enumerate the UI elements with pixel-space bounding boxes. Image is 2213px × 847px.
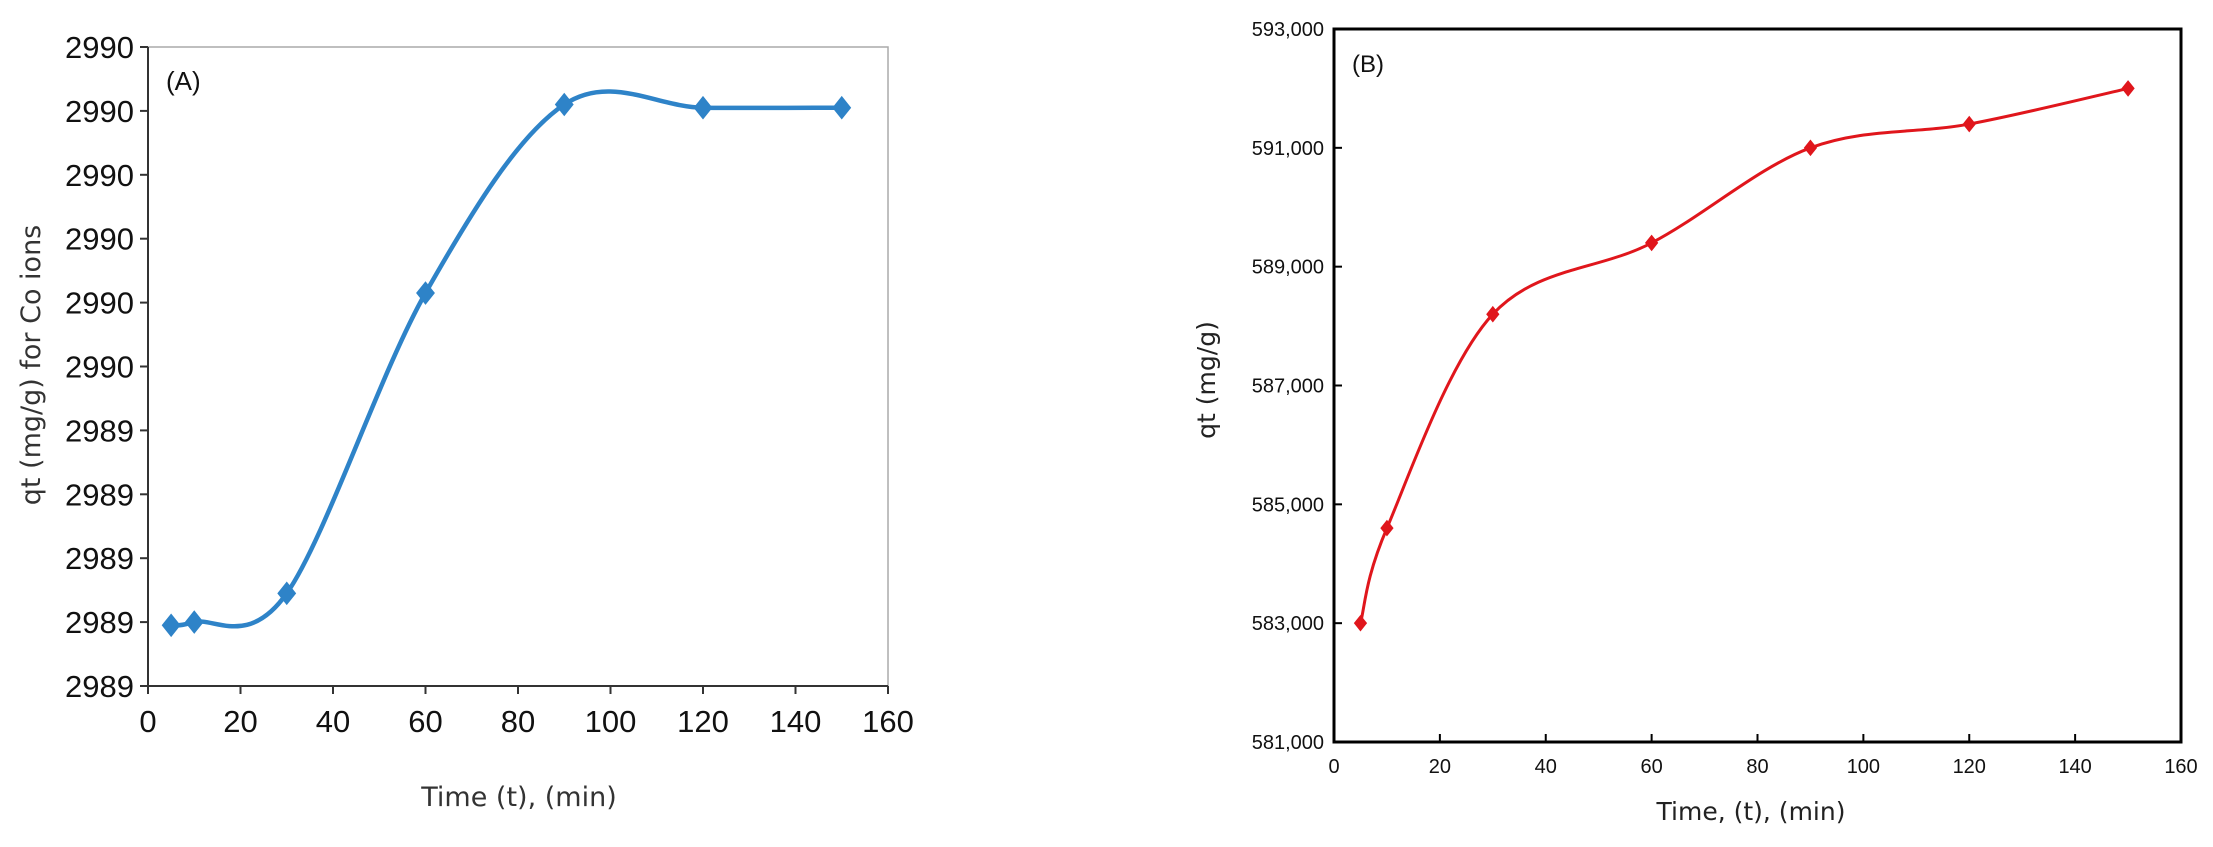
data-point-a xyxy=(184,610,204,634)
x-axis-label-a: Time (t), (min) xyxy=(420,782,616,813)
y-tick-label-a: 2989 xyxy=(65,413,134,448)
plot-area-a xyxy=(147,46,889,687)
x-tick-label-a: 0 xyxy=(139,704,156,739)
y-tick-label-a: 2989 xyxy=(65,477,134,512)
data-point-a xyxy=(416,281,435,305)
x-tick-label-b: 20 xyxy=(1429,756,1451,778)
x-tick-label-a: 60 xyxy=(408,704,442,739)
y-ticks-a: 2989 2989 2989 2989 2989 2990 2990 2990 2990 2990… xyxy=(65,30,148,704)
y-tick-label-b: 587,000 xyxy=(1252,376,1324,398)
x-ticks-a: 0 20 40 60 80 100 120 140 160 xyxy=(139,686,914,739)
data-point-b xyxy=(1380,519,1394,537)
data-point-a xyxy=(832,95,852,120)
y-tick-label-b: 581,000 xyxy=(1252,732,1324,754)
y-axis-label-a: qt (mg/g) for Co ions xyxy=(16,225,47,506)
data-point-b xyxy=(1803,139,1818,157)
y-tick-label-a: 2989 xyxy=(65,669,134,704)
x-tick-label-a: 160 xyxy=(862,704,914,739)
y-tick-label-a: 2990 xyxy=(65,350,134,385)
series-line-a xyxy=(170,89,842,629)
series-markers-b xyxy=(1353,80,2135,632)
y-tick-label-b: 591,000 xyxy=(1252,138,1324,160)
x-tick-label-a: 20 xyxy=(223,704,257,739)
y-tick-label-a: 2990 xyxy=(65,158,134,193)
x-tick-label-b: 100 xyxy=(1847,756,1880,778)
data-point-a xyxy=(277,581,297,606)
x-tick-label-b: 40 xyxy=(1535,756,1557,778)
data-point-b xyxy=(2121,80,2135,97)
x-tick-label-b: 0 xyxy=(1328,756,1339,778)
data-point-a xyxy=(554,92,574,117)
data-point-b xyxy=(1486,305,1500,323)
data-point-a xyxy=(161,613,181,638)
x-axis-label-b: Time, (t), (min) xyxy=(1656,797,1846,826)
x-tick-label-a: 120 xyxy=(677,704,729,739)
y-tick-label-a: 2990 xyxy=(65,286,134,321)
y-tick-label-a: 2990 xyxy=(65,30,134,65)
x-tick-label-a: 100 xyxy=(585,704,637,739)
x-tick-label-b: 140 xyxy=(2058,756,2091,778)
x-tick-label-a: 40 xyxy=(316,704,350,739)
x-tick-label-b: 80 xyxy=(1746,756,1768,778)
data-point-b xyxy=(1644,234,1659,252)
x-tick-label-b: 120 xyxy=(1953,756,1986,778)
chart-panel-a: 2989 2989 2989 2989 2989 2990 2990 2990 2990 2990… xyxy=(16,30,914,813)
y-ticks-b: 581,000 583,000 585,000 587,000 589,000 591,0… xyxy=(1252,19,1342,754)
y-tick-label-a: 2990 xyxy=(65,222,134,257)
y-axis-label-b: qt (mg/g) xyxy=(1192,321,1221,439)
panel-label-b: (B) xyxy=(1352,51,1384,78)
x-tick-label-b: 160 xyxy=(2164,756,2197,778)
data-point-b xyxy=(1353,614,1368,632)
y-tick-label-a: 2989 xyxy=(65,605,134,640)
y-tick-label-a: 2989 xyxy=(65,541,134,576)
y-tick-label-b: 583,000 xyxy=(1252,613,1324,635)
chart-panel-b: 581,000 583,000 585,000 587,000 589,000 591,0… xyxy=(1192,19,2198,826)
x-tick-label-b: 60 xyxy=(1641,756,1663,778)
series-markers-a xyxy=(161,92,852,638)
data-point-b xyxy=(1962,115,1976,133)
y-tick-label-b: 593,000 xyxy=(1252,19,1324,41)
data-point-a xyxy=(693,95,713,120)
panel-label-a: (A) xyxy=(166,66,201,96)
x-ticks-b: 0 20 40 60 80 100 120 140 160 xyxy=(1328,734,2198,778)
plot-area-b xyxy=(1332,27,2183,744)
series-line-b xyxy=(1359,86,2129,624)
x-tick-label-a: 140 xyxy=(770,704,822,739)
y-tick-label-b: 589,000 xyxy=(1252,257,1324,279)
y-tick-label-a: 2990 xyxy=(65,94,134,129)
x-tick-label-a: 80 xyxy=(501,704,535,739)
y-tick-label-b: 585,000 xyxy=(1252,494,1324,516)
